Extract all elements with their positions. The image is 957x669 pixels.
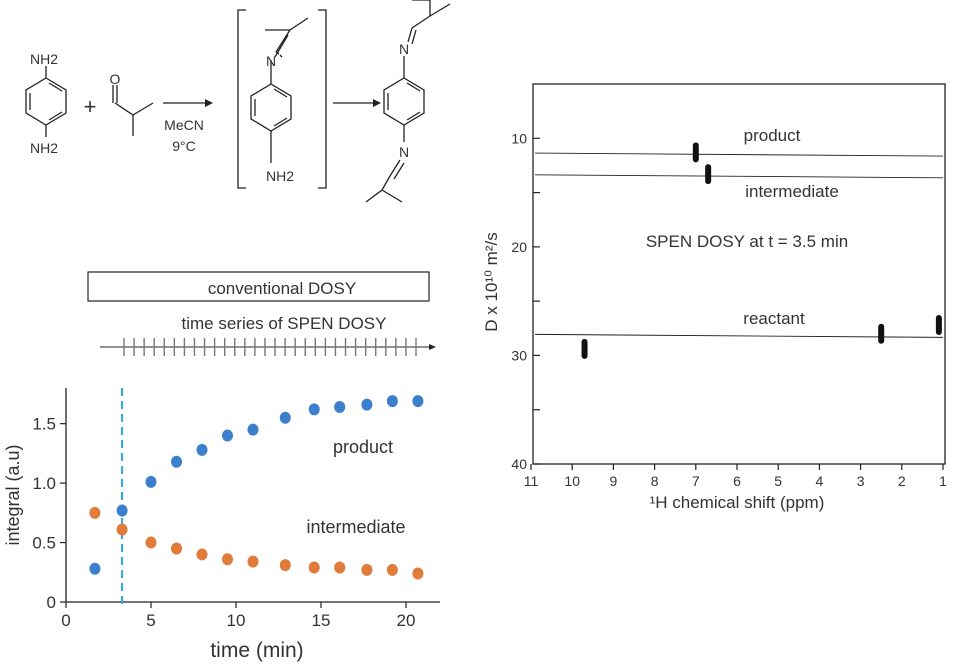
dosy-intermediate-label: intermediate [745,182,839,201]
product-point [334,401,346,414]
plus-sign: + [84,94,97,119]
kinetics-x-tick-label: 15 [312,611,331,630]
dosy-chart: 11 10 9 8 7 6 5 4 3 2 1 10 20 30 40 product intermedia… [482,83,947,512]
product-point [222,429,233,442]
kinetics-ticks: 0 5 10 15 20 0 0.5 1.0 1.5 [32,415,415,630]
dosy-y-tick-label: 10 [511,130,527,146]
product-point [116,504,128,517]
reaction-scheme [25,0,451,203]
intermediate-point [361,563,373,576]
dosy-peaks [581,142,942,359]
acquisition-timeline: conventional DOSY time series of SPEN DO… [87,271,436,356]
intermediate-point [386,563,398,576]
dosy-x-tick-label: 8 [651,473,659,489]
intermediate-ring [250,83,292,132]
conventional-dosy-box [87,271,430,302]
intermediate-point [308,561,320,574]
dosy-x-tick-label: 7 [692,473,700,489]
product-point [279,411,291,424]
condition-solvent: MeCN [164,117,204,133]
kinetics-y-tick-label: 1.0 [32,474,56,493]
dosy-x-tick-label: 10 [564,473,580,489]
reactant-ring [25,77,67,126]
reactant-bottom-amine: NH2 [30,140,58,156]
dosy-ticks: 11 10 9 8 7 6 5 4 3 2 1 10 20 30 40 [511,130,947,489]
dosy-y-tick-label: 40 [511,456,527,472]
product-point [247,423,259,436]
condition-temperature: 9°C [172,138,196,154]
product-point [196,443,208,456]
product-point [386,395,398,408]
intermediate-point [116,523,128,536]
timeline-arrowhead [429,344,436,350]
dosy-y-axis-label: D x 10¹⁰ m²/s [482,232,501,331]
reactant-peak [935,315,942,336]
kinetics-intermediate-label: intermediate [306,517,405,537]
kinetics-points [89,395,424,580]
intermediate-point [196,548,208,561]
dosy-x-tick-label: 3 [857,473,865,489]
dosy-x-tick-label: 2 [898,473,906,489]
intermediate-diffusion-line [534,174,944,179]
dosy-x-tick-label: 9 [610,473,618,489]
product-imine-n-top: N [399,41,409,57]
intermediate-imine-n: N [266,53,276,69]
dosy-x-axis-label: ¹H chemical shift (ppm) [650,493,825,512]
kinetics-x-tick-label: 5 [146,611,155,630]
dosy-y-tick-label: 30 [511,347,527,363]
spen-series-label: time series of SPEN DOSY [181,314,386,333]
kinetics-y-tick-label: 1.5 [32,415,56,434]
product-point [308,403,320,416]
kinetics-x-tick-label: 10 [227,611,246,630]
dosy-y-tick-label: 20 [511,239,527,255]
dosy-x-tick-label: 5 [774,473,782,489]
dosy-diffusion-lines [534,152,944,338]
conventional-dosy-label: conventional DOSY [208,279,356,298]
product-peak [692,142,699,163]
kinetics-y-axis-label: integral (a.u) [3,444,23,545]
intermediate-point [89,506,101,519]
intermediate-amine: NH2 [266,168,294,184]
intermediate-point [247,555,259,568]
dosy-x-tick-label: 6 [733,473,741,489]
reactant-diffusion-line [534,333,944,338]
timeline-ticks [123,338,417,356]
product-point [412,395,424,408]
product-point [145,475,157,488]
intermediate-point [412,567,424,580]
product-imine-n-bottom: N [399,144,409,160]
dosy-reactant-label: reactant [743,309,805,328]
dosy-x-tick-label: 11 [524,473,539,489]
reactant-peak [878,323,885,344]
reactant-top-amine: NH2 [30,51,58,67]
kinetics-y-tick-label: 0 [47,593,56,612]
scheme-labels: NH2 NH2 + O MeCN 9°C N NH2 N N [30,41,409,184]
kinetics-x-axis-label: time (min) [210,639,303,662]
intermediate-point [279,559,291,572]
intermediate-point [334,561,346,574]
product-point [89,562,101,575]
reactant-peak [581,338,588,359]
kinetics-x-tick-label: 20 [397,611,416,630]
product-point [171,455,182,468]
kinetics-x-tick-label: 0 [61,611,70,630]
kinetics-y-tick-label: 0.5 [32,534,56,553]
intermediate-point [171,542,182,555]
product-point [361,398,373,411]
product-diffusion-line [534,152,944,157]
dosy-annotation: SPEN DOSY at t = 3.5 min [646,232,848,251]
dosy-frame [532,83,946,465]
aldehyde-oxygen: O [110,71,121,87]
dosy-product-label: product [744,126,801,145]
product-ring [383,77,425,126]
dosy-x-tick-label: 4 [816,473,824,489]
intermediate-point [222,553,233,566]
intermediate-peak [705,164,712,185]
dosy-x-tick-label: 1 [939,473,947,489]
kinetics-product-label: product [333,437,393,457]
intermediate-point [145,536,157,549]
